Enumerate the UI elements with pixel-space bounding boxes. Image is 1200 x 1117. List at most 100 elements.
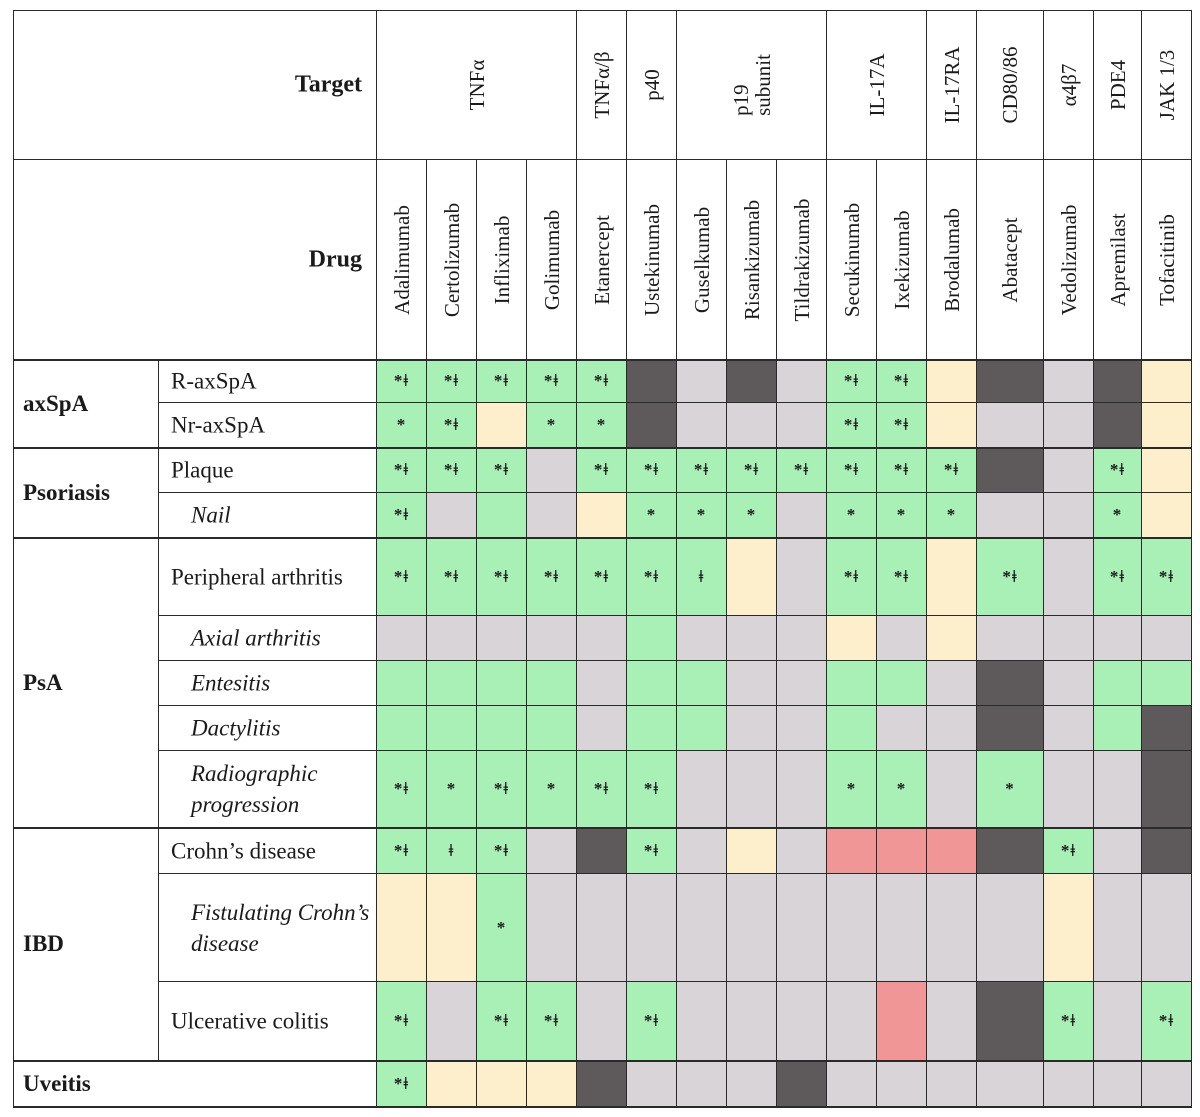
evidence-mark: *ǂ: [493, 371, 510, 390]
matrix-cell: *ǂ: [527, 360, 577, 403]
matrix-cell: [777, 874, 827, 982]
matrix-cell: [577, 1061, 627, 1107]
evidence-mark: *: [746, 505, 757, 524]
matrix-cell: [777, 403, 827, 448]
evidence-mark: *ǂ: [693, 460, 710, 479]
matrix-cell: [727, 751, 777, 828]
row-label: Nail: [191, 502, 231, 528]
matrix-cell: [877, 874, 927, 982]
matrix-cell: *ǂ: [577, 360, 627, 403]
matrix-cell: *ǂ: [427, 538, 477, 616]
evidence-mark: *ǂ: [493, 779, 510, 798]
matrix-cell: *: [677, 493, 727, 538]
matrix-cell: [1044, 751, 1094, 828]
matrix-cell: [477, 1061, 527, 1107]
matrix-cell: [927, 538, 977, 616]
evidence-mark: *ǂ: [493, 840, 510, 860]
matrix-cell: [527, 706, 577, 751]
drug-cell: Apremilast: [1094, 160, 1142, 360]
drug-cell: Risankizumab: [727, 160, 777, 360]
matrix-cell: *ǂ: [477, 751, 527, 828]
matrix-cell: [727, 538, 777, 616]
matrix-cell: *: [377, 403, 427, 448]
matrix-cell: [827, 982, 877, 1061]
drug-cell: Guselkumab: [677, 160, 727, 360]
evidence-mark: *ǂ: [1158, 566, 1175, 586]
drug-label: Certolizumab: [439, 202, 464, 317]
target-cell: IL-17A: [827, 10, 927, 160]
matrix-cell: *ǂ: [427, 448, 477, 493]
matrix-cell: [677, 751, 727, 828]
matrix-cell: [927, 360, 977, 403]
matrix-cell: [527, 1061, 577, 1107]
matrix-cell: [1142, 751, 1192, 828]
drug-cell: Ustekinumab: [627, 160, 677, 360]
matrix-cell: [477, 661, 527, 706]
drug-cell: Infliximab: [477, 160, 527, 360]
row-label-cell: Crohn’s disease: [159, 828, 377, 874]
matrix-cell: [677, 874, 727, 982]
matrix-cell: [727, 1061, 777, 1107]
matrix-cell: [827, 828, 877, 874]
drug-label: Guselkumab: [689, 206, 714, 313]
matrix-cell: [977, 1061, 1044, 1107]
matrix-cell: *ǂ: [1094, 538, 1142, 616]
matrix-cell: [677, 1061, 727, 1107]
matrix-cell: [577, 828, 627, 874]
row-label-cell: Nr-axSpA: [159, 403, 377, 448]
row-label-cell: Peripheral arthritis: [159, 538, 377, 616]
matrix-cell: *: [927, 493, 977, 538]
row-label-cell: Axial arthritis: [159, 616, 377, 661]
matrix-cell: *ǂ: [477, 982, 527, 1061]
matrix-cell: *ǂ: [877, 360, 927, 403]
matrix-cell: [777, 706, 827, 751]
matrix-cell: [427, 706, 477, 751]
group-cell: PsA: [13, 538, 159, 828]
matrix-cell: [827, 616, 877, 661]
evidence-mark: *ǂ: [943, 460, 960, 479]
matrix-cell: [1094, 403, 1142, 448]
matrix-cell: [677, 982, 727, 1061]
matrix-cell: [927, 982, 977, 1061]
evidence-mark: *ǂ: [393, 505, 410, 524]
evidence-mark: *: [1005, 779, 1015, 798]
matrix-cell: [777, 828, 827, 874]
matrix-cell: [977, 982, 1044, 1061]
target-header-cell: Target: [13, 10, 377, 160]
matrix-cell: *: [527, 403, 577, 448]
drug-label: Golimumab: [539, 209, 564, 310]
matrix-cell: [727, 874, 777, 982]
evidence-mark: *: [846, 779, 857, 798]
matrix-cell: [1094, 874, 1142, 982]
matrix-cell: [877, 982, 927, 1061]
evidence-mark: *: [896, 779, 907, 798]
target-header-label: Target: [294, 71, 362, 97]
evidence-mark: *: [896, 505, 907, 524]
matrix-cell: [577, 874, 627, 982]
drug-cell: Etanercept: [577, 160, 627, 360]
matrix-cell: [527, 493, 577, 538]
matrix-cell: *: [527, 751, 577, 828]
matrix-cell: *: [877, 493, 927, 538]
matrix-cell: [527, 874, 577, 982]
matrix-cell: [427, 616, 477, 661]
evidence-mark: *ǂ: [743, 460, 760, 479]
evidence-mark: *ǂ: [493, 1011, 510, 1030]
matrix-cell: [527, 448, 577, 493]
matrix-cell: *: [727, 493, 777, 538]
matrix-cell: [477, 493, 527, 538]
drug-header-cell: Drug: [13, 160, 377, 360]
matrix-cell: [877, 616, 927, 661]
matrix-cell: *ǂ: [927, 448, 977, 493]
row-label-cell: Dactylitis: [159, 706, 377, 751]
drug-label: Tildrakizumab: [789, 198, 814, 321]
matrix-cell: *ǂ: [577, 751, 627, 828]
row-label: Fistulating Crohn’s disease: [191, 899, 370, 956]
evidence-mark: *ǂ: [393, 371, 410, 390]
evidence-mark: *ǂ: [843, 460, 860, 479]
drug-label: Abatacept: [997, 216, 1022, 303]
matrix-cell: [977, 874, 1044, 982]
row-label: Nr-axSpA: [171, 412, 266, 438]
group-label: Uveitis: [23, 1070, 91, 1096]
evidence-mark: *ǂ: [1060, 1011, 1077, 1030]
